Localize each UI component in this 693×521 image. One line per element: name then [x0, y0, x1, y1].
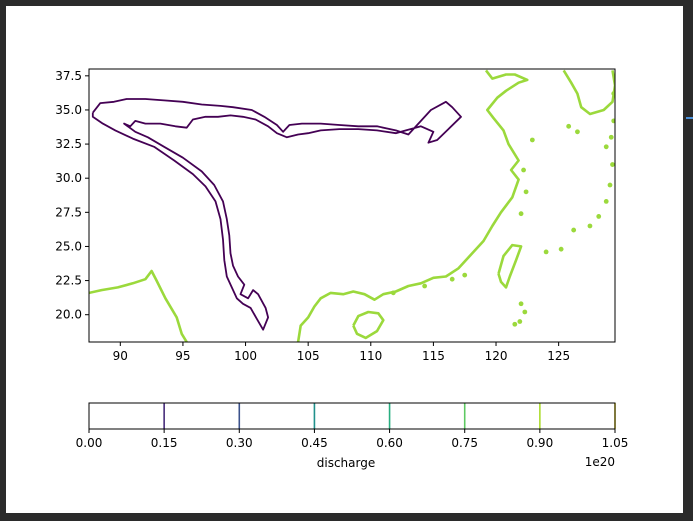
- colorbar-tick-label-1.05: 1.05: [602, 436, 629, 450]
- island-contour-11: [587, 223, 593, 229]
- island-contour-0: [529, 137, 535, 143]
- island-contour-14: [607, 182, 613, 188]
- island-contour-7: [518, 301, 524, 307]
- discharge-contour-chart: 90 95 100 105 110 115 120 125 20.0 22.5 25.0 27.5 30…: [55, 68, 629, 470]
- colorbar-tick-label-0.75: 0.75: [451, 436, 478, 450]
- y-tick-label-35: 35.0: [55, 103, 82, 117]
- island-contour-13: [603, 199, 609, 204]
- x-tick-label-115: 115: [422, 349, 445, 363]
- island-contour-6: [512, 321, 518, 327]
- colorbar-tick-label-0.9: 0.90: [526, 436, 553, 450]
- island-contour-8: [543, 249, 549, 255]
- contour-coastline_south: [296, 69, 529, 342]
- x-tick-label-90: 90: [113, 349, 128, 363]
- plot-frame: [88, 68, 616, 343]
- island-contour-5: [522, 309, 528, 315]
- y-tick-label-27.5: 27.5: [55, 205, 82, 219]
- island-contour-2: [523, 189, 529, 195]
- x-tick-label-110: 110: [359, 349, 382, 363]
- island-contour-12: [596, 214, 602, 219]
- island-contour-3: [518, 211, 524, 217]
- figure-canvas: 90 95 100 105 110 115 120 125 20.0 22.5 25.0 27.5 30…: [6, 6, 683, 513]
- contour-layer: [89, 69, 615, 342]
- island-contour-4: [517, 319, 523, 324]
- x-tick-label-100: 100: [234, 349, 257, 363]
- colorbar-background: [89, 403, 615, 429]
- y-tick-label-30: 30.0: [55, 171, 82, 185]
- colorbar-tick-label-0.3: 0.30: [226, 436, 253, 450]
- island-contour-9: [558, 246, 564, 252]
- colorbar-tick-label-0.15: 0.15: [151, 436, 178, 450]
- colorbar-offset-text: 1e20: [585, 455, 615, 469]
- x-tick-label-105: 105: [297, 349, 320, 363]
- island-contour-16: [608, 134, 614, 140]
- colorbar-tick-label-0.45: 0.45: [301, 436, 328, 450]
- contour-inland_basin: [91, 98, 462, 331]
- colorbar-frame: [88, 402, 616, 430]
- contour-hainan: [352, 310, 385, 340]
- x-tick-label-120: 120: [485, 349, 508, 363]
- island-contour-23: [422, 283, 428, 289]
- y-tick-label-37.5: 37.5: [55, 69, 82, 83]
- island-contour-17: [603, 144, 609, 150]
- island-contour-10: [571, 227, 577, 233]
- y-tick-label-25: 25.0: [55, 239, 82, 253]
- x-tick-label-125: 125: [547, 349, 570, 363]
- island-contour-21: [611, 91, 615, 96]
- island-contour-24: [449, 276, 455, 282]
- y-tick-label-32.5: 32.5: [55, 137, 82, 151]
- island-contour-22: [462, 272, 468, 278]
- contour-korea_coast: [562, 69, 615, 116]
- y-tick-label-20: 20.0: [55, 308, 82, 322]
- x-tick-label-95: 95: [175, 349, 190, 363]
- window-edge-accent: [686, 117, 693, 119]
- y-tick-label-22.5: 22.5: [55, 274, 82, 288]
- island-contour-15: [610, 162, 615, 167]
- colorbar-tick-label-0.6: 0.60: [376, 436, 403, 450]
- island-contour-18: [611, 118, 615, 124]
- island-contour-19: [575, 129, 580, 135]
- colorbar-label: discharge: [317, 456, 375, 470]
- colorbar-tick-label-0: 0.00: [76, 436, 103, 450]
- island-contour-20: [566, 123, 572, 129]
- island-contour-1: [521, 167, 526, 173]
- island-contour-25: [390, 290, 396, 296]
- contour-coastline_west: [89, 269, 188, 342]
- contour-taiwan: [497, 243, 523, 289]
